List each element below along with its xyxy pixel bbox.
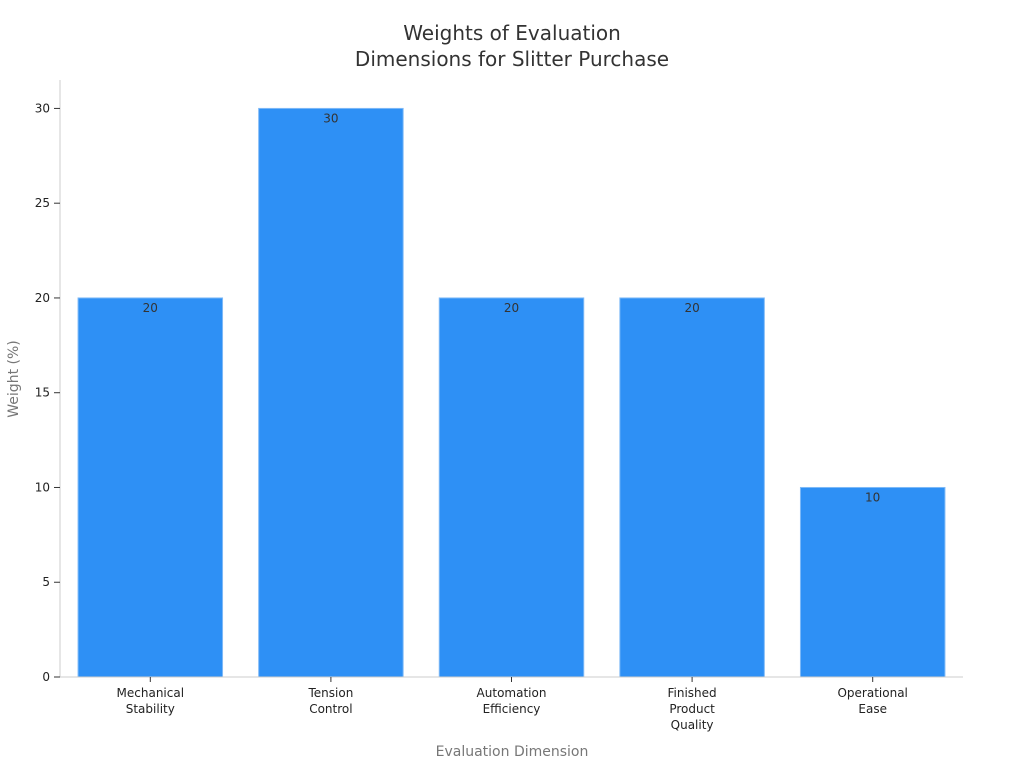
- chart-title-line: Dimensions for Slitter Purchase: [355, 47, 669, 71]
- y-tick-label: 25: [35, 196, 50, 210]
- x-tick-label: Finished Product Quality: [668, 686, 717, 732]
- x-tick-label-line: Mechanical: [117, 686, 185, 700]
- x-tick-label-line: Operational: [837, 686, 907, 700]
- y-tick-label: 20: [35, 291, 50, 305]
- x-tick-label: Mechanical Stability: [117, 686, 185, 716]
- data-label: 20: [684, 301, 699, 315]
- axes: 0 5 10 15 20 25 30 Mechanical Stability Tension Co…: [35, 80, 963, 732]
- x-tick-label-line: Product: [669, 702, 715, 716]
- data-label: 20: [143, 301, 158, 315]
- x-tick-label: Tension Control: [307, 686, 353, 716]
- data-label: 30: [323, 111, 338, 125]
- y-tick-label: 30: [35, 101, 50, 115]
- bar: [438, 297, 585, 678]
- data-label: 10: [865, 490, 880, 504]
- bars: 20 30 20 20 10: [77, 107, 946, 678]
- x-tick-label-line: Quality: [671, 718, 714, 732]
- bar: [258, 107, 404, 678]
- bar: [619, 297, 765, 678]
- y-tick-label: 0: [42, 670, 50, 684]
- x-tick-label: Automation Efficiency: [477, 686, 547, 716]
- x-tick-label: Operational Ease: [837, 686, 907, 716]
- data-label: 20: [504, 301, 519, 315]
- x-axis-label: Evaluation Dimension: [436, 744, 589, 760]
- bar: [799, 486, 946, 678]
- y-tick-label: 10: [35, 480, 50, 494]
- y-tick-label: 5: [42, 575, 50, 589]
- chart-title-line: Weights of Evaluation: [403, 21, 621, 45]
- bar: [77, 297, 224, 678]
- x-tick-label-line: Stability: [126, 702, 175, 716]
- y-tick-label: 15: [35, 386, 50, 400]
- x-tick-label-line: Ease: [858, 702, 887, 716]
- y-axis-label: Weight (%): [6, 340, 22, 417]
- x-tick-label-line: Efficiency: [483, 702, 541, 716]
- x-tick-label-line: Tension: [307, 686, 353, 700]
- x-tick-label-line: Finished: [668, 686, 717, 700]
- x-tick-label-line: Control: [309, 702, 352, 716]
- x-tick-label-line: Automation: [477, 686, 547, 700]
